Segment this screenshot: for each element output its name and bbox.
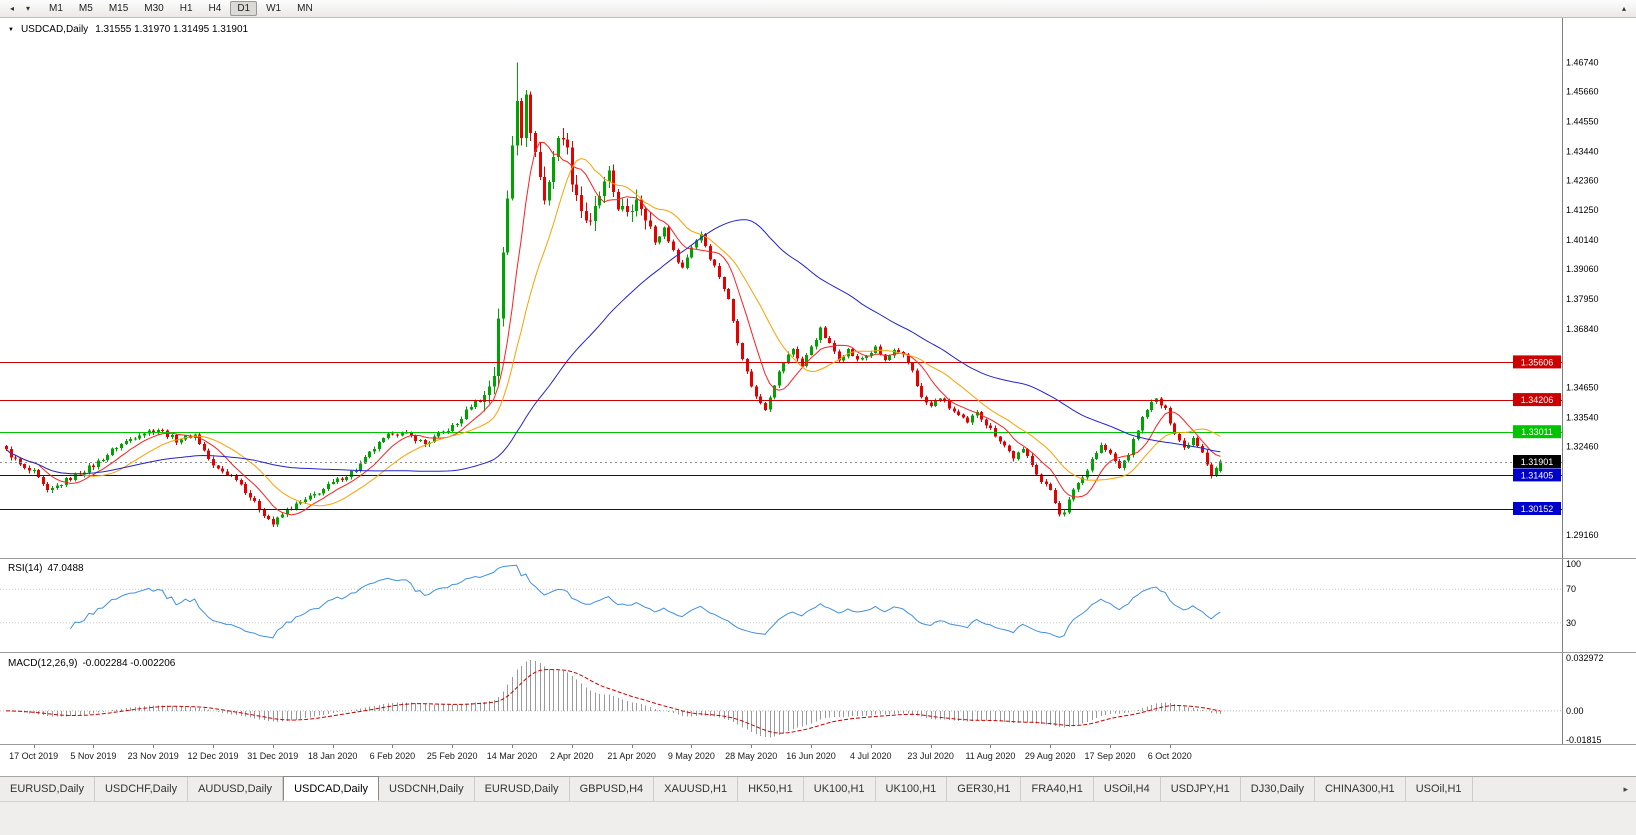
axes: 1.46740 1.45660 1.44550 1.43440 1.42360 1.412… bbox=[0, 18, 1636, 745]
horizontal-level-lines bbox=[0, 362, 1562, 510]
svg-text:9 May 2020: 9 May 2020 bbox=[668, 751, 715, 761]
svg-text:100: 100 bbox=[1566, 559, 1581, 569]
tab-china300-h1[interactable]: CHINA300,H1 bbox=[1315, 777, 1406, 801]
svg-text:17 Sep 2020: 17 Sep 2020 bbox=[1084, 751, 1135, 761]
svg-text:1.42360: 1.42360 bbox=[1566, 175, 1599, 185]
svg-text:6 Feb 2020: 6 Feb 2020 bbox=[370, 751, 416, 761]
svg-text:23 Nov 2019: 23 Nov 2019 bbox=[128, 751, 179, 761]
svg-text:1.37950: 1.37950 bbox=[1566, 294, 1599, 304]
timeframe-button-mn[interactable]: MN bbox=[297, 3, 313, 14]
tab-xauusd-h1[interactable]: XAUUSD,H1 bbox=[654, 777, 739, 801]
svg-text:1.33540: 1.33540 bbox=[1566, 412, 1599, 422]
timeframe-button-d1[interactable]: D1 bbox=[230, 1, 258, 16]
svg-text:16 Jun 2020: 16 Jun 2020 bbox=[786, 751, 836, 761]
status-bar bbox=[0, 801, 1636, 835]
svg-text:1.43440: 1.43440 bbox=[1566, 146, 1599, 156]
tab-eurusd-daily[interactable]: EURUSD,Daily bbox=[475, 777, 570, 801]
svg-text:1.40140: 1.40140 bbox=[1566, 235, 1599, 245]
timeframe-button-m5[interactable]: M5 bbox=[78, 3, 93, 14]
symbol-dropdown-icon[interactable]: ▼ bbox=[8, 26, 14, 33]
svg-text:1.31901: 1.31901 bbox=[1521, 457, 1554, 467]
svg-text:31 Dec 2019: 31 Dec 2019 bbox=[247, 751, 298, 761]
svg-text:18 Jan 2020: 18 Jan 2020 bbox=[308, 751, 358, 761]
svg-text:-0.01815: -0.01815 bbox=[1566, 735, 1602, 745]
svg-text:0.032972: 0.032972 bbox=[1566, 653, 1604, 663]
svg-text:25 Feb 2020: 25 Feb 2020 bbox=[427, 751, 478, 761]
tab-dj30-daily[interactable]: DJ30,Daily bbox=[1241, 777, 1315, 801]
candles bbox=[5, 62, 1222, 527]
svg-text:1.34206: 1.34206 bbox=[1521, 395, 1554, 405]
macd-pane: 0.032972 0.00 -0.01815 bbox=[0, 653, 1604, 745]
timeframe-button-h1[interactable]: H1 bbox=[179, 3, 193, 14]
toolbar-right: ▴ bbox=[1616, 2, 1632, 16]
top-toolbar: ◂ ▾ M1 M5 M15 M30 H1 H4 D1 W1 MN ▴ bbox=[0, 0, 1636, 18]
time-axis: 17 Oct 2019 5 Nov 2019 23 Nov 2019 12 Dec 2… bbox=[9, 745, 1192, 761]
toolbar-overflow-button[interactable]: ▴ bbox=[1621, 4, 1626, 13]
tab-usdcad-daily[interactable]: USDCAD,Daily bbox=[283, 776, 380, 801]
svg-text:1.29160: 1.29160 bbox=[1566, 530, 1599, 540]
timeframe-button-group: M1 M5 M15 M30 H1 H4 D1 W1 MN bbox=[42, 1, 320, 16]
svg-text:11 Aug 2020: 11 Aug 2020 bbox=[965, 751, 1015, 761]
timeframe-button-m15[interactable]: M15 bbox=[108, 3, 129, 14]
svg-text:1.34650: 1.34650 bbox=[1566, 383, 1599, 393]
svg-text:14 Mar 2020: 14 Mar 2020 bbox=[487, 751, 538, 761]
chart-window: 100 70 30 0.032972 0.00 -0.01815 1.46740 1.4566… bbox=[0, 18, 1636, 776]
svg-text:28 May 2020: 28 May 2020 bbox=[725, 751, 777, 761]
price-chart[interactable]: 100 70 30 0.032972 0.00 -0.01815 1.46740 1.4566… bbox=[0, 18, 1636, 776]
svg-text:70: 70 bbox=[1566, 584, 1576, 594]
price-line-labels: 1.35606 1.34206 1.33011 1.31405 1.30152 1.319… bbox=[1513, 355, 1561, 515]
svg-text:12 Dec 2019: 12 Dec 2019 bbox=[187, 751, 238, 761]
tab-eurusd-daily[interactable]: EURUSD,Daily bbox=[0, 777, 95, 801]
tab-usoil-h1[interactable]: USOil,H1 bbox=[1406, 777, 1473, 801]
svg-text:2 Apr 2020: 2 Apr 2020 bbox=[550, 751, 594, 761]
macd-histogram bbox=[11, 660, 1221, 738]
svg-text:23 Jul 2020: 23 Jul 2020 bbox=[907, 751, 954, 761]
chart-tab-bar: EURUSD,Daily USDCHF,Daily AUDUSD,Daily USDC… bbox=[0, 776, 1636, 801]
svg-text:1.44550: 1.44550 bbox=[1566, 116, 1599, 126]
tab-gbpusd-h4[interactable]: GBPUSD,H4 bbox=[570, 777, 655, 801]
toolbar-left-icons: ◂ ▾ bbox=[4, 2, 36, 16]
svg-text:17 Oct 2019: 17 Oct 2019 bbox=[9, 751, 58, 761]
rsi-pane: 100 70 30 bbox=[0, 559, 1581, 639]
tab-usdcnh-daily[interactable]: USDCNH,Daily bbox=[379, 777, 475, 801]
tab-hk50-h1[interactable]: HK50,H1 bbox=[738, 777, 804, 801]
tab-usoil-h4[interactable]: USOil,H4 bbox=[1094, 777, 1161, 801]
svg-text:1.31405: 1.31405 bbox=[1521, 470, 1554, 480]
svg-text:1.35606: 1.35606 bbox=[1521, 357, 1554, 367]
tab-fra40-h1[interactable]: FRA40,H1 bbox=[1021, 777, 1094, 801]
chart-scroll-icon[interactable]: ◂ bbox=[9, 4, 14, 13]
timeframe-button-w1[interactable]: W1 bbox=[266, 3, 282, 14]
svg-text:1.46740: 1.46740 bbox=[1566, 58, 1599, 68]
tab-audusd-daily[interactable]: AUDUSD,Daily bbox=[188, 777, 284, 801]
svg-text:30: 30 bbox=[1566, 618, 1576, 628]
svg-text:1.33011: 1.33011 bbox=[1521, 427, 1553, 437]
moving-average-lines bbox=[5, 141, 1221, 516]
svg-text:5 Nov 2019: 5 Nov 2019 bbox=[70, 751, 116, 761]
tab-ger30-h1[interactable]: GER30,H1 bbox=[947, 777, 1022, 801]
svg-text:1.32460: 1.32460 bbox=[1566, 441, 1599, 451]
timeframe-button-m30[interactable]: M30 bbox=[144, 3, 164, 14]
timeframe-button-m1[interactable]: M1 bbox=[49, 3, 63, 14]
timeframe-dropdown-icon[interactable]: ▾ bbox=[25, 4, 30, 13]
tab-usdjpy-h1[interactable]: USDJPY,H1 bbox=[1161, 777, 1241, 801]
svg-text:4 Jul 2020: 4 Jul 2020 bbox=[850, 751, 892, 761]
svg-text:1.39060: 1.39060 bbox=[1566, 264, 1599, 274]
svg-text:1.30152: 1.30152 bbox=[1521, 504, 1554, 514]
tab-scroll-right-button[interactable]: ▸ bbox=[1623, 783, 1628, 794]
svg-text:1.45660: 1.45660 bbox=[1566, 87, 1599, 97]
tab-uk100-h1[interactable]: UK100,H1 bbox=[876, 777, 948, 801]
tab-uk100-h1[interactable]: UK100,H1 bbox=[804, 777, 876, 801]
svg-text:1.41250: 1.41250 bbox=[1566, 205, 1599, 215]
tab-usdchf-daily[interactable]: USDCHF,Daily bbox=[95, 777, 189, 801]
svg-text:29 Aug 2020: 29 Aug 2020 bbox=[1025, 751, 1076, 761]
svg-text:0.00: 0.00 bbox=[1566, 706, 1584, 716]
svg-text:1.36840: 1.36840 bbox=[1566, 324, 1599, 334]
timeframe-button-h4[interactable]: H4 bbox=[208, 3, 222, 14]
svg-text:6 Oct 2020: 6 Oct 2020 bbox=[1148, 751, 1192, 761]
svg-text:21 Apr 2020: 21 Apr 2020 bbox=[607, 751, 656, 761]
